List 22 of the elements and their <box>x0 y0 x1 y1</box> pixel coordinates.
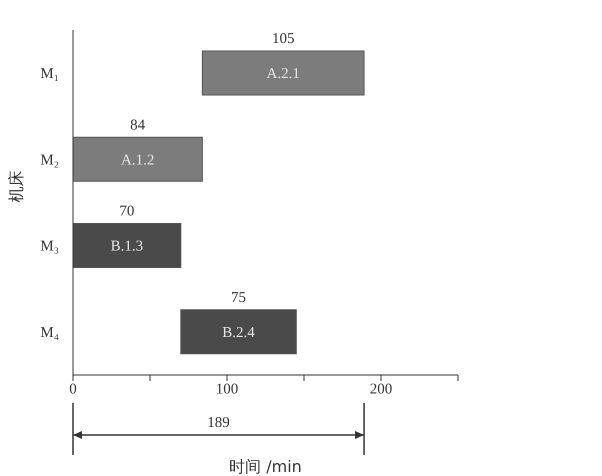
x-tick-label: 0 <box>69 382 77 398</box>
annotation: A.1.2 <box>121 152 154 168</box>
annotation: A.2.1 <box>266 66 300 82</box>
data-label: 75 <box>231 290 246 306</box>
bar <box>73 136 203 182</box>
data-label: 70 <box>119 204 134 220</box>
data-label: 84 <box>130 117 146 134</box>
bar <box>180 309 297 354</box>
x-tick-label: 100 <box>216 382 238 398</box>
y-axis-title: 机床 <box>6 170 26 202</box>
data-label: 105 <box>272 31 294 47</box>
text: 189 <box>207 415 230 431</box>
y-tick-label: M₃ <box>40 238 59 255</box>
y-tick-label: M₄ <box>40 324 59 341</box>
bar <box>73 223 182 268</box>
annotation: B.2.4 <box>222 324 256 341</box>
bar <box>202 50 365 96</box>
x-tick-label: 200 <box>370 382 392 398</box>
annotation: B.1.3 <box>110 238 144 255</box>
x-axis-title: 时间 /min <box>229 457 302 476</box>
y-tick-label: M₁ <box>40 66 59 82</box>
y-tick-label: M₂ <box>40 152 59 168</box>
